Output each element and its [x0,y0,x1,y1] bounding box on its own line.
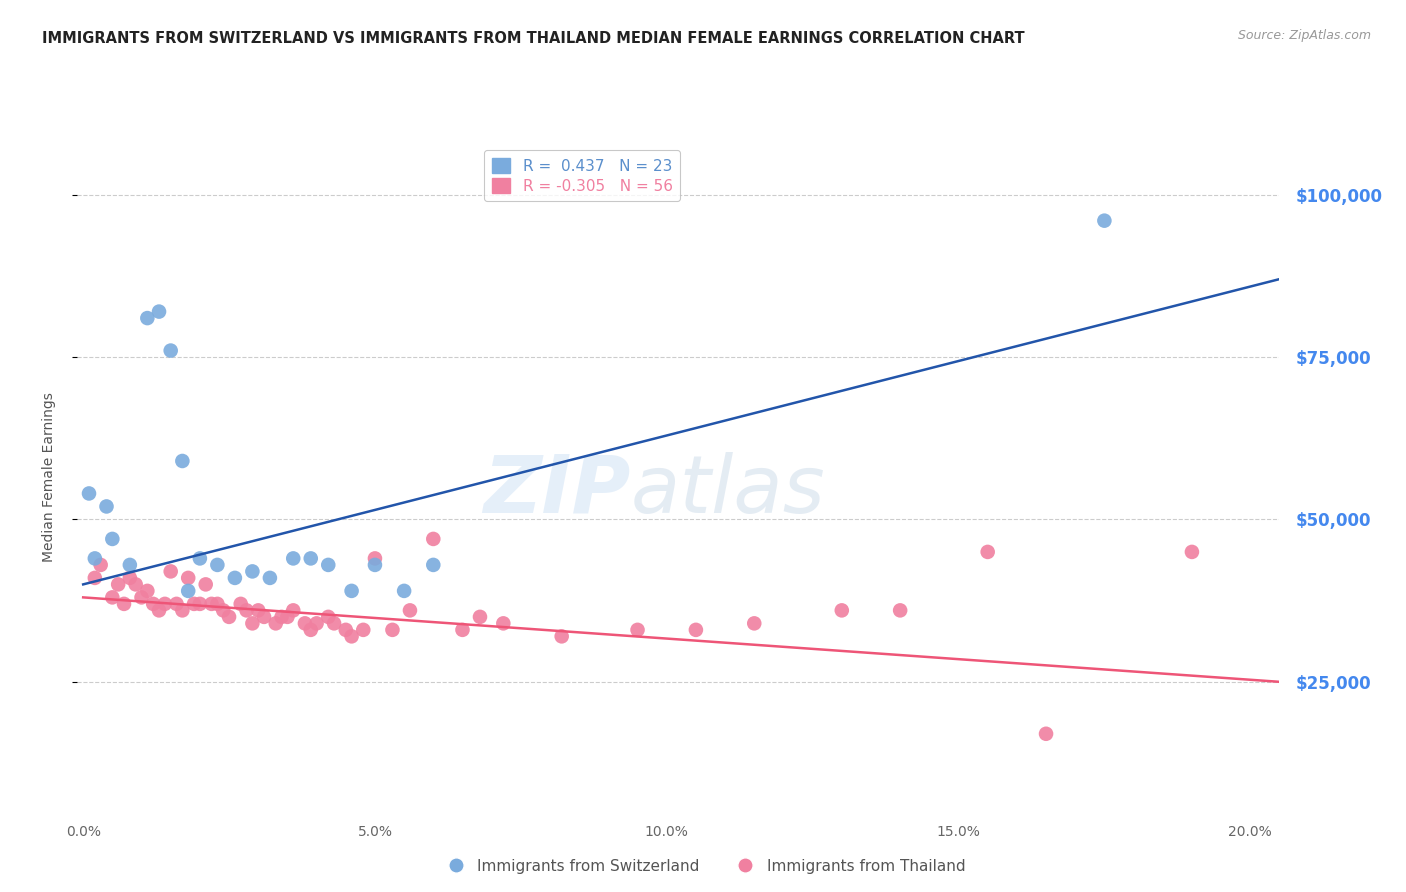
Point [323,616,346,631]
Point [364,551,387,566]
Point [253,610,276,624]
Point [299,623,322,637]
Point [976,545,998,559]
Point [264,616,287,631]
Point [229,597,252,611]
Point [90,558,112,572]
Point [166,597,188,611]
Point [1181,545,1204,559]
Point [335,623,357,637]
Point [259,571,281,585]
Point [283,603,305,617]
Point [685,623,707,637]
Point [352,623,374,637]
Point [194,577,217,591]
Point [422,558,444,572]
Point [316,610,339,624]
Point [550,629,572,643]
Point [200,597,222,611]
Point [83,571,105,585]
Point [276,610,298,624]
Point [283,551,305,566]
Point [142,597,165,611]
Point [235,603,257,617]
Text: atlas: atlas [630,451,825,530]
Point [131,591,153,605]
Point [889,603,911,617]
Point [316,558,339,572]
Point [107,577,129,591]
Point [381,623,404,637]
Point [112,597,135,611]
Point [153,597,176,611]
Point [136,583,159,598]
Point [177,571,200,585]
Text: ZIP: ZIP [482,451,630,530]
Point [247,603,270,617]
Point [212,603,235,617]
Point [305,616,328,631]
Y-axis label: Median Female Earnings: Median Female Earnings [42,392,56,562]
Point [177,583,200,598]
Point [1035,727,1057,741]
Point [364,558,387,572]
Point [451,623,474,637]
Point [159,565,181,579]
Point [340,629,363,643]
Point [207,558,229,572]
Point [172,603,194,617]
Point [399,603,422,617]
Point [159,343,181,358]
Point [118,571,141,585]
Text: IMMIGRANTS FROM SWITZERLAND VS IMMIGRANTS FROM THAILAND MEDIAN FEMALE EARNINGS C: IMMIGRANTS FROM SWITZERLAND VS IMMIGRANT… [42,31,1025,46]
Text: Source: ZipAtlas.com: Source: ZipAtlas.com [1237,29,1371,42]
Point [125,577,148,591]
Point [218,610,240,624]
Point [224,571,246,585]
Point [148,304,170,318]
Point [340,583,363,598]
Point [742,616,765,631]
Point [1092,213,1115,227]
Point [101,532,124,546]
Legend: Immigrants from Switzerland, Immigrants from Thailand: Immigrants from Switzerland, Immigrants … [434,853,972,880]
Point [183,597,205,611]
Point [188,551,211,566]
Point [270,610,292,624]
Legend: R =  0.437   N = 23, R = -0.305   N = 56: R = 0.437 N = 23, R = -0.305 N = 56 [484,151,681,202]
Point [96,500,118,514]
Point [242,616,264,631]
Point [299,551,322,566]
Point [188,597,211,611]
Point [83,551,105,566]
Point [626,623,648,637]
Point [492,616,515,631]
Point [77,486,100,500]
Point [422,532,444,546]
Point [392,583,415,598]
Point [118,558,141,572]
Point [207,597,229,611]
Point [148,603,170,617]
Point [172,454,194,468]
Point [101,591,124,605]
Point [468,610,491,624]
Point [242,565,264,579]
Point [136,311,159,326]
Point [831,603,853,617]
Point [294,616,316,631]
